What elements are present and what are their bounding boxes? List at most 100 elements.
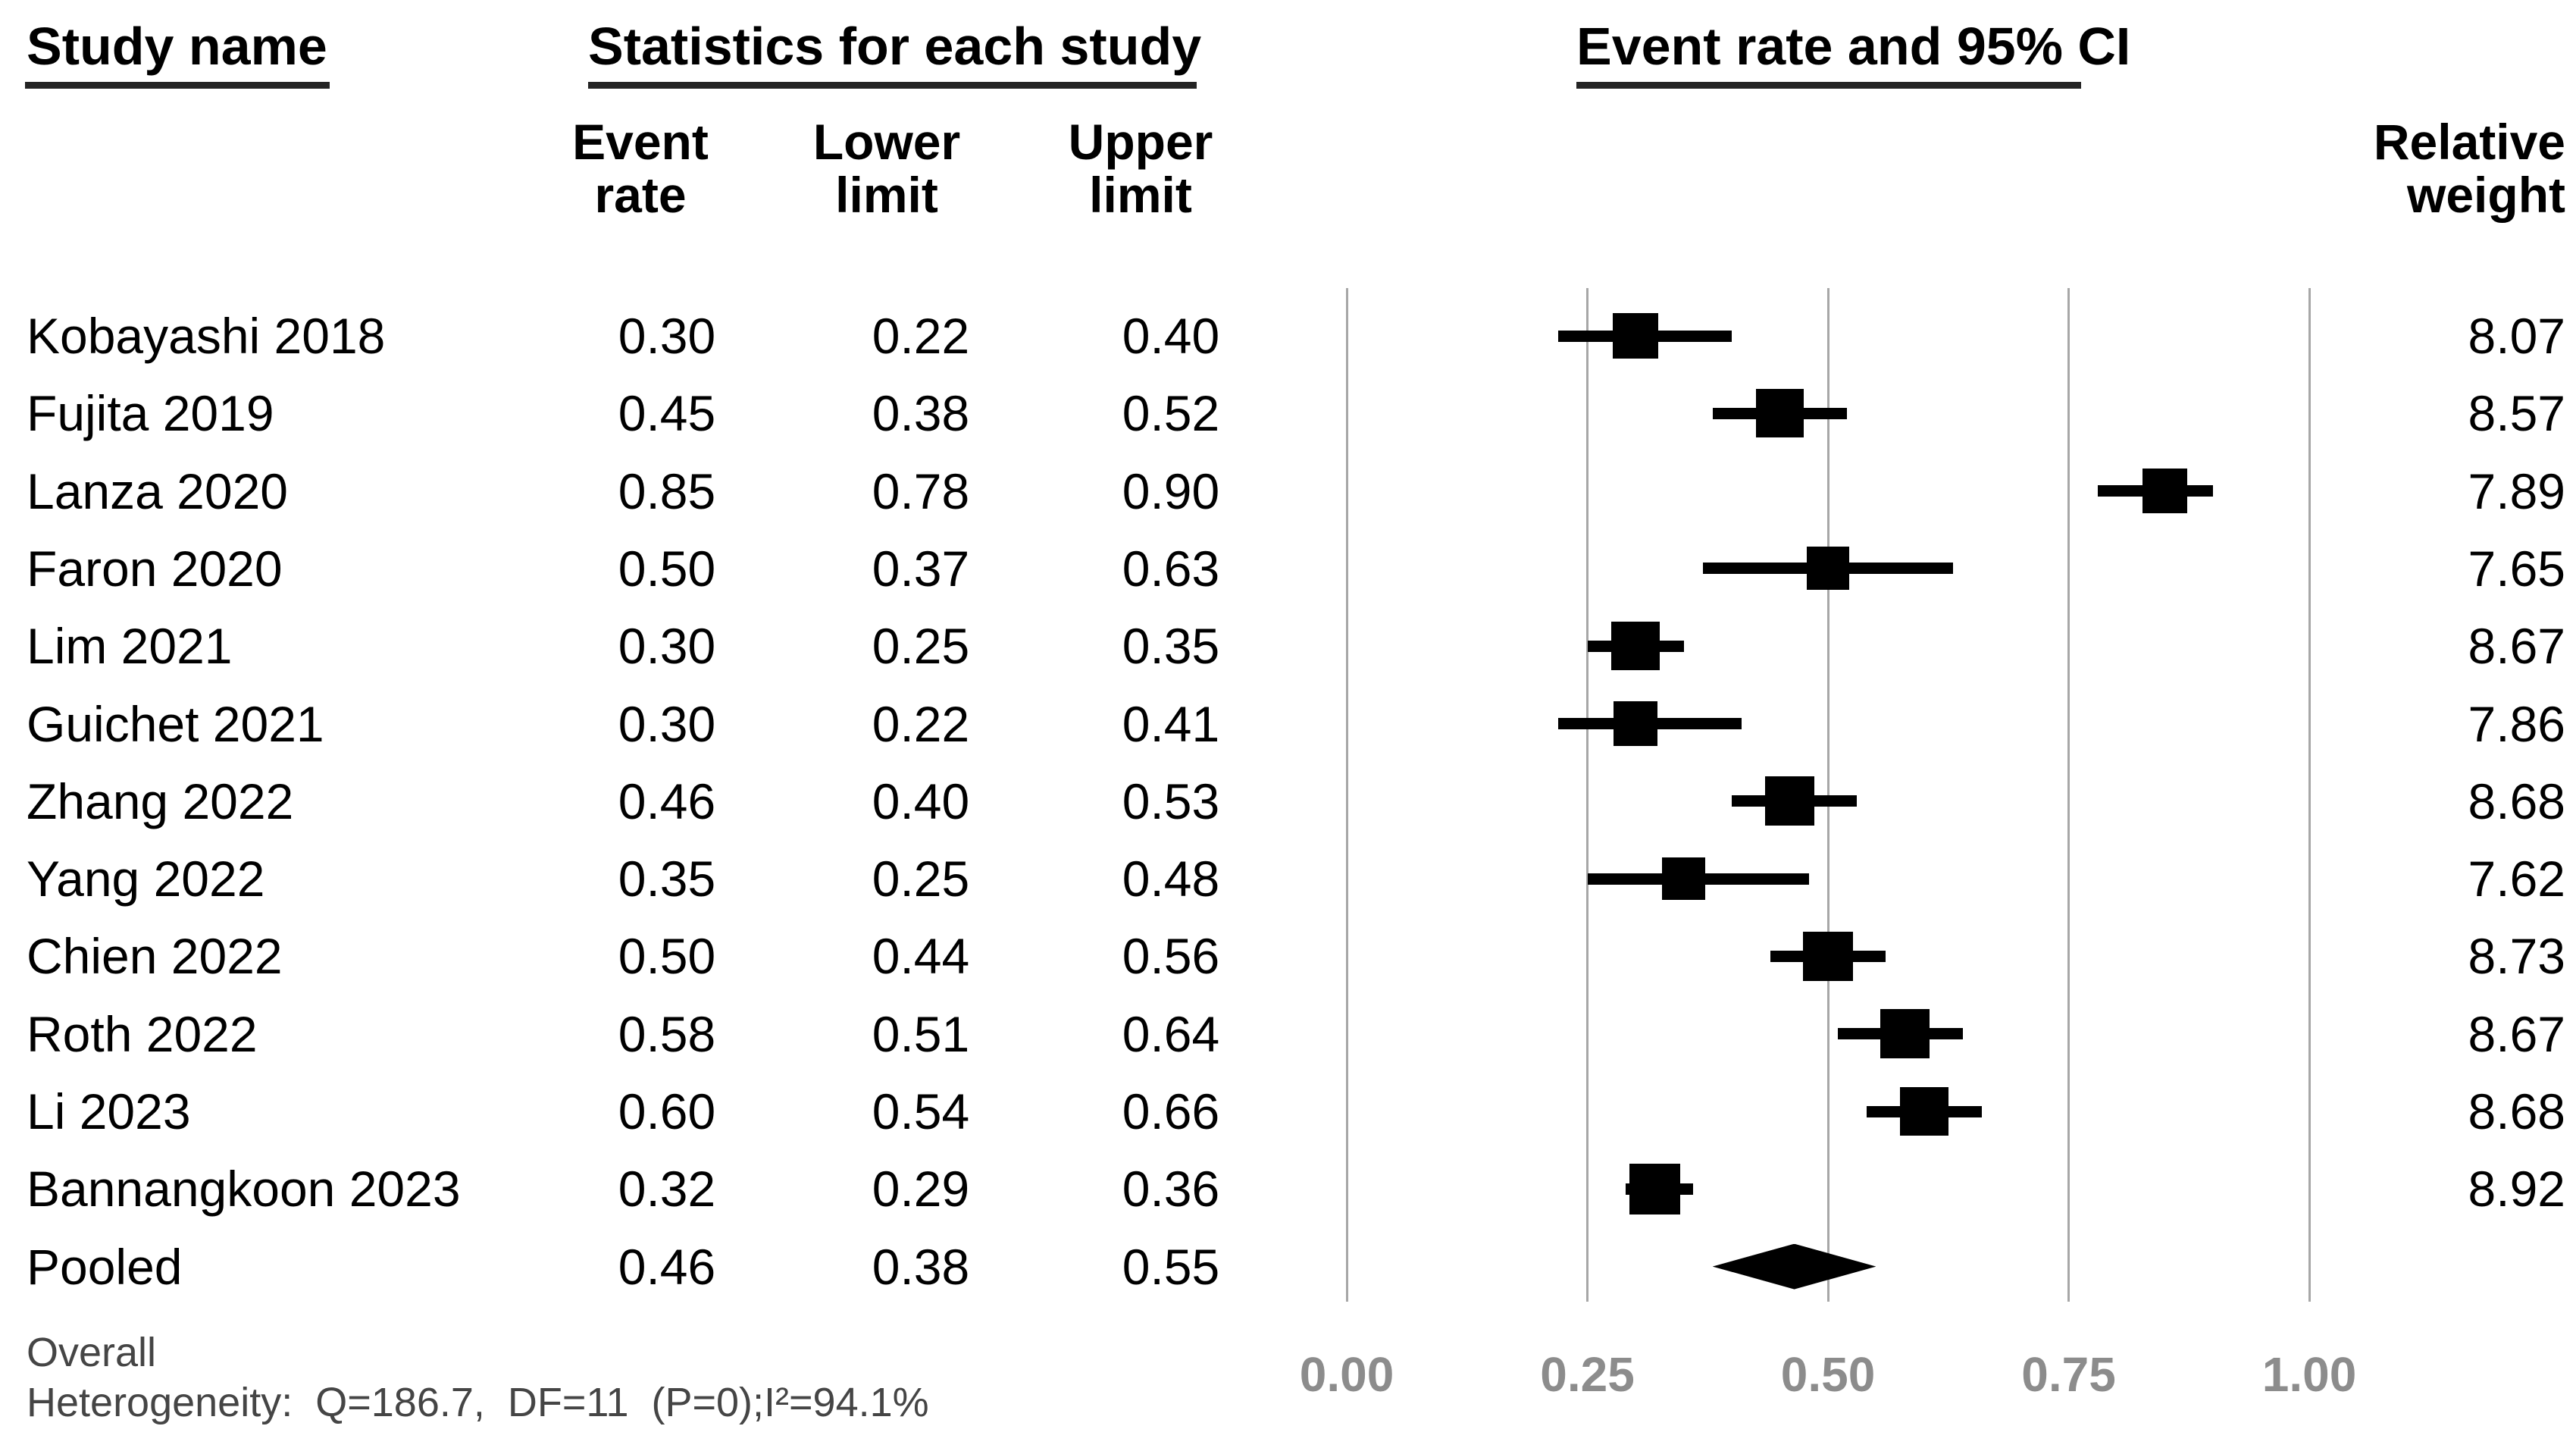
pooled-estimate-diamond — [1712, 1243, 1876, 1290]
axis-tick-label: 0.00 — [1299, 1347, 1394, 1402]
effect-size-square — [2142, 469, 2187, 513]
relative-weight-cell: 8.07 — [2468, 308, 2565, 364]
study-name-cell: Bannangkoon 2023 — [27, 1161, 461, 1218]
event-rate-cell: 0.30 — [618, 308, 716, 364]
heterogeneity-statistics: Heterogeneity: Q=186.7, DF=11 (P=0);I²=9… — [27, 1380, 929, 1425]
study-name-cell: Pooled — [27, 1238, 183, 1295]
axis-tick-label: 0.50 — [1780, 1347, 1876, 1402]
column-header-plot: Event rate and 95% CI — [1576, 17, 2131, 76]
effect-size-square — [1880, 1009, 1930, 1058]
study-name-header-underline — [25, 82, 330, 89]
plot-gridline — [2067, 288, 2070, 1302]
axis-tick-label: 0.25 — [1540, 1347, 1635, 1402]
column-header-relative-weight: Relative weight — [2373, 114, 2565, 223]
event-rate-cell: 0.30 — [618, 618, 716, 675]
event-rate-cell: 0.50 — [618, 540, 716, 597]
event-rate-cell: 0.60 — [618, 1083, 716, 1139]
effect-size-square — [1755, 389, 1804, 438]
study-name-cell: Lanza 2020 — [27, 462, 288, 519]
study-name-cell: Yang 2022 — [27, 851, 265, 907]
study-name-cell: Lim 2021 — [27, 618, 233, 675]
event-rate-cell: 0.85 — [618, 462, 716, 519]
column-header-event-rate: Event rate — [572, 114, 709, 223]
upper-limit-cell: 0.64 — [1122, 1005, 1220, 1062]
effect-size-square — [1662, 857, 1705, 901]
event-rate-cell: 0.32 — [618, 1161, 716, 1218]
upper-limit-cell: 0.90 — [1122, 462, 1220, 519]
lower-limit-cell: 0.38 — [872, 385, 970, 442]
axis-tick-label: 1.00 — [2261, 1347, 2357, 1402]
lower-limit-cell: 0.44 — [872, 928, 970, 985]
upper-limit-cell: 0.40 — [1122, 308, 1220, 364]
lower-limit-cell: 0.51 — [872, 1005, 970, 1062]
lower-limit-cell: 0.22 — [872, 695, 970, 752]
study-name-cell: Li 2023 — [27, 1083, 191, 1139]
plot-gridline — [1826, 288, 1829, 1302]
lower-limit-cell: 0.54 — [872, 1083, 970, 1139]
effect-size-square — [1806, 547, 1850, 591]
event-rate-cell: 0.35 — [618, 851, 716, 907]
study-name-cell: Kobayashi 2018 — [27, 308, 386, 364]
column-header-statistics: Statistics for each study — [588, 17, 1202, 76]
relative-weight-cell: 8.68 — [2468, 773, 2565, 829]
plot-gridline — [2308, 288, 2311, 1302]
relative-weight-cell: 8.73 — [2468, 928, 2565, 985]
relative-weight-cell: 8.68 — [2468, 1083, 2565, 1139]
lower-limit-cell: 0.37 — [872, 540, 970, 597]
relative-weight-cell: 7.65 — [2468, 540, 2565, 597]
lower-limit-cell: 0.78 — [872, 462, 970, 519]
lower-limit-cell: 0.38 — [872, 1238, 970, 1295]
effect-size-square — [1629, 1164, 1680, 1215]
relative-weight-cell: 8.92 — [2468, 1161, 2565, 1218]
overall-label: Overall — [27, 1330, 157, 1375]
study-name-cell: Chien 2022 — [27, 928, 283, 985]
upper-limit-cell: 0.55 — [1122, 1238, 1220, 1295]
column-header-study-name: Study name — [27, 17, 327, 76]
effect-size-square — [1613, 701, 1658, 746]
effect-size-square — [1610, 621, 1660, 671]
upper-limit-cell: 0.41 — [1122, 695, 1220, 752]
plot-header-underline — [1576, 82, 2081, 89]
study-name-cell: Guichet 2021 — [27, 695, 324, 752]
relative-weight-cell: 7.62 — [2468, 851, 2565, 907]
upper-limit-cell: 0.35 — [1122, 618, 1220, 675]
column-header-lower-limit: Lower limit — [812, 114, 961, 223]
lower-limit-cell: 0.25 — [872, 851, 970, 907]
effect-size-square — [1764, 776, 1814, 826]
lower-limit-cell: 0.40 — [872, 773, 970, 829]
relative-weight-cell: 8.57 — [2468, 385, 2565, 442]
plot-gridline — [1345, 288, 1348, 1302]
upper-limit-cell: 0.48 — [1122, 851, 1220, 907]
statistics-header-underline — [588, 82, 1197, 89]
study-name-cell: Roth 2022 — [27, 1005, 258, 1062]
effect-size-square — [1899, 1086, 1949, 1136]
upper-limit-cell: 0.63 — [1122, 540, 1220, 597]
upper-limit-cell: 0.56 — [1122, 928, 1220, 985]
relative-weight-cell: 7.89 — [2468, 462, 2565, 519]
effect-size-square — [1612, 312, 1659, 359]
study-name-cell: Fujita 2019 — [27, 385, 274, 442]
upper-limit-cell: 0.53 — [1122, 773, 1220, 829]
relative-weight-cell: 8.67 — [2468, 618, 2565, 675]
event-rate-cell: 0.58 — [618, 1005, 716, 1062]
upper-limit-cell: 0.36 — [1122, 1161, 1220, 1218]
event-rate-cell: 0.46 — [618, 773, 716, 829]
study-name-cell: Faron 2020 — [27, 540, 283, 597]
lower-limit-cell: 0.22 — [872, 308, 970, 364]
upper-limit-cell: 0.66 — [1122, 1083, 1220, 1139]
effect-size-square — [1803, 931, 1853, 981]
lower-limit-cell: 0.29 — [872, 1161, 970, 1218]
lower-limit-cell: 0.25 — [872, 618, 970, 675]
column-header-upper-limit: Upper limit — [1068, 114, 1213, 223]
axis-tick-label: 0.75 — [2021, 1347, 2116, 1402]
relative-weight-cell: 7.86 — [2468, 695, 2565, 752]
event-rate-cell: 0.30 — [618, 695, 716, 752]
relative-weight-cell: 8.67 — [2468, 1005, 2565, 1062]
event-rate-cell: 0.45 — [618, 385, 716, 442]
event-rate-cell: 0.50 — [618, 928, 716, 985]
upper-limit-cell: 0.52 — [1122, 385, 1220, 442]
event-rate-cell: 0.46 — [618, 1238, 716, 1295]
plot-gridline — [1586, 288, 1588, 1302]
study-name-cell: Zhang 2022 — [27, 773, 294, 829]
